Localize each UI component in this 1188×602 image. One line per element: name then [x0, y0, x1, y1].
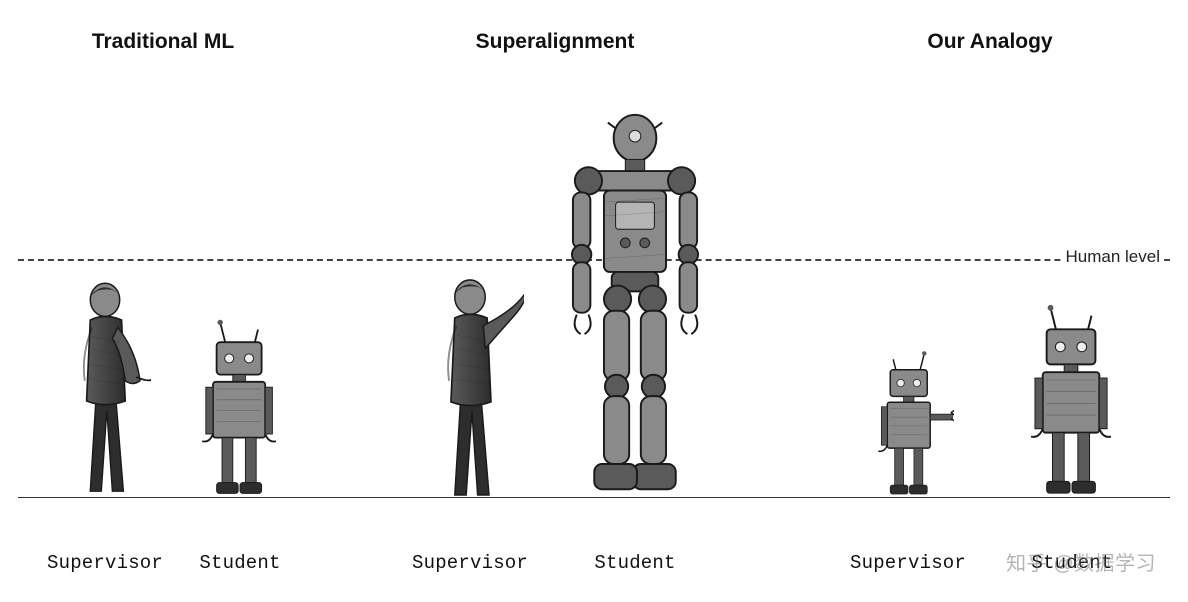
col-title-superalignment: Superalignment — [476, 30, 635, 54]
small-robot-icon — [1013, 302, 1131, 497]
role-student-1: Student — [594, 552, 675, 574]
diagram-stage: Traditional ML Superalignment Our Analog… — [0, 0, 1188, 602]
human-level-label: Human level — [1062, 247, 1165, 267]
human-icon — [59, 259, 151, 497]
role-supervisor-0: Supervisor — [47, 552, 163, 574]
human-icon — [416, 259, 524, 497]
figure-analogy-student — [1013, 302, 1131, 497]
big-robot-icon — [545, 109, 725, 497]
col-title-traditional: Traditional ML — [92, 30, 234, 54]
figure-traditional-supervisor — [59, 259, 151, 497]
watermark: 知乎 @数据学习 — [1006, 547, 1156, 576]
figure-superalignment-supervisor — [416, 259, 524, 497]
small-robot-icon — [862, 349, 954, 497]
col-title-analogy: Our Analogy — [927, 30, 1052, 54]
figure-analogy-supervisor — [862, 349, 954, 497]
figure-superalignment-student — [545, 109, 725, 497]
figure-traditional-student — [185, 317, 295, 497]
small-robot-icon — [185, 317, 295, 497]
ground-line — [18, 497, 1170, 498]
role-supervisor-2: Supervisor — [850, 552, 966, 574]
role-supervisor-1: Supervisor — [412, 552, 528, 574]
role-student-0: Student — [199, 552, 280, 574]
